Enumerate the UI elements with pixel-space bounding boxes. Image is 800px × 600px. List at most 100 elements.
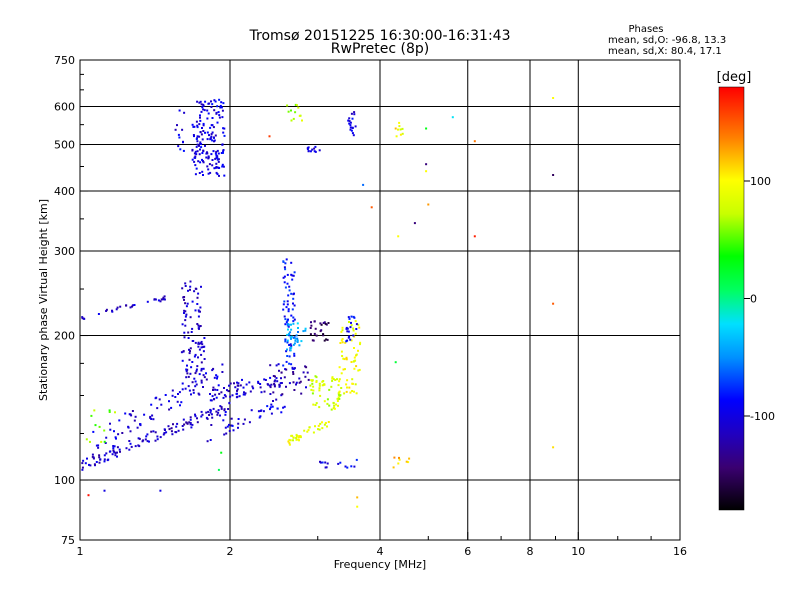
data-point [160, 298, 163, 301]
data-point [222, 131, 225, 134]
data-point [232, 429, 235, 432]
data-point [206, 440, 209, 443]
data-point [309, 150, 312, 153]
data-point [81, 466, 84, 469]
data-point [353, 356, 356, 359]
data-point [349, 121, 352, 124]
data-point [343, 358, 346, 361]
data-point [241, 378, 243, 381]
data-point [82, 317, 85, 320]
data-point [346, 386, 348, 389]
data-point [352, 327, 355, 330]
data-point [184, 324, 187, 327]
data-point [332, 401, 335, 404]
data-point [552, 97, 555, 99]
colorbar-label: [deg] [717, 70, 752, 85]
data-point [88, 463, 90, 466]
data-point [346, 379, 349, 382]
data-point [283, 281, 286, 284]
data-point [286, 348, 288, 351]
data-point [333, 404, 336, 407]
data-point [210, 135, 213, 138]
data-point [345, 326, 348, 329]
data-point [109, 428, 112, 431]
data-point [275, 377, 278, 380]
data-point [331, 376, 334, 379]
data-point [217, 409, 220, 412]
data-point [294, 103, 297, 106]
data-point [345, 383, 348, 386]
data-point [237, 418, 240, 420]
data-point [200, 367, 203, 370]
data-point [204, 131, 206, 134]
data-point [320, 323, 323, 326]
data-point [86, 457, 88, 460]
data-point [348, 122, 351, 125]
data-point [237, 382, 240, 385]
data-point [189, 372, 192, 375]
data-point [355, 458, 358, 461]
data-point [314, 425, 316, 428]
data-point [105, 452, 108, 455]
data-point [340, 350, 343, 353]
data-point [295, 104, 298, 107]
data-point [322, 333, 325, 336]
data-point [309, 327, 312, 329]
data-point [92, 457, 95, 460]
data-point [290, 344, 293, 347]
data-point [200, 285, 202, 288]
data-point [148, 440, 150, 443]
data-point [292, 117, 295, 120]
data-point [314, 375, 317, 378]
data-point [196, 296, 199, 299]
data-point [286, 339, 289, 342]
data-point [290, 273, 293, 276]
data-point [239, 384, 242, 387]
data-point [211, 416, 214, 419]
data-point [335, 403, 337, 406]
data-point [318, 382, 321, 385]
data-point [184, 310, 187, 313]
data-point [98, 461, 101, 464]
data-point [176, 400, 179, 403]
data-point [170, 430, 173, 433]
data-point [194, 287, 197, 290]
data-point [234, 386, 237, 389]
data-point [310, 379, 313, 382]
data-point [353, 390, 355, 393]
data-point [325, 323, 328, 326]
data-point [118, 448, 121, 451]
data-point [103, 489, 106, 492]
data-point [184, 285, 187, 287]
data-point [112, 447, 115, 450]
data-point [195, 383, 198, 386]
data-point [293, 342, 296, 345]
data-point [225, 432, 228, 435]
data-point [300, 340, 303, 343]
data-point [285, 368, 288, 371]
data-point [215, 374, 218, 377]
data-point [355, 365, 358, 368]
data-point [274, 375, 276, 378]
data-point [199, 141, 202, 144]
data-point [309, 333, 312, 336]
data-point [236, 381, 238, 384]
data-point [296, 337, 299, 340]
data-point [215, 150, 218, 153]
data-point [349, 126, 352, 129]
data-point [183, 111, 186, 114]
data-point [197, 341, 200, 344]
data-point [288, 289, 291, 292]
data-point [170, 406, 173, 409]
data-point [203, 337, 206, 339]
data-point [197, 292, 200, 295]
data-point [287, 440, 290, 443]
data-point [343, 392, 346, 395]
data-point [321, 461, 324, 464]
data-point [297, 106, 300, 109]
phase-x-stats: mean, sd,X: 80.4, 17.1 [608, 46, 722, 57]
data-point [181, 425, 184, 427]
data-point [288, 382, 291, 385]
data-point [130, 445, 133, 448]
data-point [290, 363, 293, 366]
